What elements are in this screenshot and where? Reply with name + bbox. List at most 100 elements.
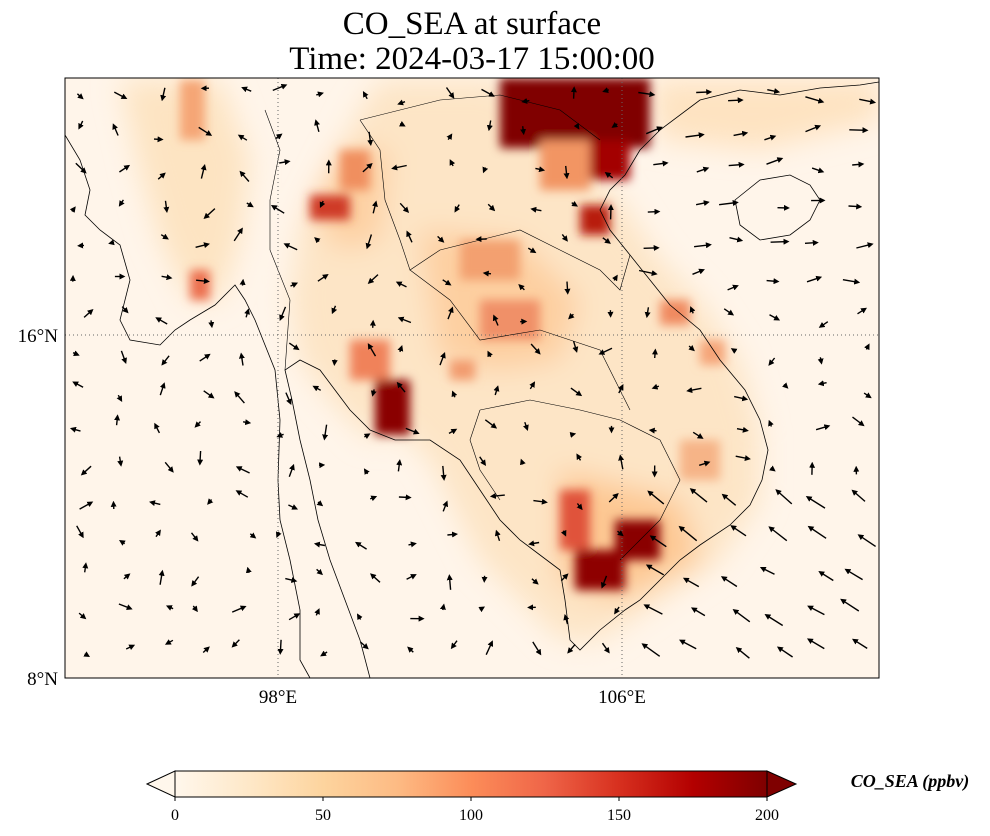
wind-arrow <box>530 206 542 213</box>
wind-arrow <box>249 532 257 539</box>
wind-arrow <box>312 385 322 392</box>
wind-arrow <box>233 227 243 242</box>
wind-arrow <box>239 170 250 182</box>
wind-arrow <box>768 419 774 427</box>
wind-arrow <box>363 468 370 475</box>
wind-arrow <box>768 526 788 542</box>
wind-arrow <box>563 165 570 180</box>
wind-arrow <box>316 500 324 507</box>
wind-arrow <box>529 381 536 390</box>
wind-arrow <box>449 159 456 167</box>
colorbar-extend-low <box>145 770 176 798</box>
wind-arrow <box>696 89 713 96</box>
wind-arrow <box>805 124 822 133</box>
wind-arrow <box>692 431 704 439</box>
wind-arrow <box>852 416 865 427</box>
hotspot-myanmar-north <box>180 80 205 140</box>
hotspot-red-river-plume <box>540 140 590 190</box>
wind-arrow <box>648 427 657 434</box>
wind-arrow <box>856 242 874 249</box>
wind-arrow <box>191 605 198 613</box>
wind-arrow <box>437 235 445 243</box>
wind-arrow <box>442 279 452 286</box>
wind-arrow <box>618 454 625 470</box>
wind-arrow <box>283 243 298 251</box>
lat-tick-label-16n: 16°N <box>18 326 59 347</box>
wind-arrow <box>478 606 486 613</box>
wind-arrow <box>399 202 410 213</box>
wind-arrow <box>113 91 128 100</box>
map-subtitle-time: Time: 2024-03-17 15:00:00 <box>289 41 655 77</box>
wind-arrow <box>485 640 494 655</box>
wind-arrow <box>482 166 489 174</box>
wind-arrow <box>564 281 571 295</box>
wind-arrow <box>313 541 326 548</box>
wind-arrow <box>396 381 406 393</box>
wind-arrow <box>363 433 371 440</box>
wind-arrow <box>272 83 288 92</box>
wind-arrow <box>76 93 84 100</box>
wind-arrow <box>535 166 546 173</box>
wind-arrow <box>405 427 420 435</box>
wind-arrow <box>200 163 207 179</box>
wind-arrow <box>246 201 254 208</box>
wind-arrow <box>234 391 245 404</box>
wind-arrow <box>563 613 570 625</box>
wind-arrow <box>487 203 496 212</box>
wind-arrow <box>288 463 295 477</box>
wind-arrow <box>288 342 300 351</box>
wind-arrow <box>638 91 656 98</box>
wind-arrow <box>322 424 329 441</box>
hotspot-central-thailand <box>375 380 410 435</box>
wind-arrow <box>643 244 660 251</box>
wind-arrow <box>484 419 498 429</box>
wind-arrow <box>775 489 793 505</box>
wind-arrow <box>678 525 698 542</box>
wind-arrow <box>231 639 240 648</box>
colorbar-gradient <box>174 770 768 798</box>
wind-arrow <box>728 97 744 104</box>
wind-arrow <box>279 159 291 166</box>
wind-arrow <box>288 504 299 510</box>
wind-arrow <box>723 308 735 316</box>
lat-tick-label-8n: 8°N <box>27 669 58 690</box>
wind-arrow <box>864 343 870 351</box>
wind-arrow <box>235 490 249 498</box>
wind-arrow <box>721 493 737 506</box>
wind-arrow <box>612 274 618 282</box>
wind-arrow <box>685 132 705 139</box>
wind-arrow <box>161 274 173 281</box>
hotspot-central-vietnam <box>660 300 690 325</box>
wind-arrow <box>69 426 81 433</box>
wind-arrow <box>720 576 738 588</box>
wind-arrow <box>769 314 781 321</box>
wind-arrow <box>482 270 492 277</box>
map-title: CO_SEA at surface <box>342 6 602 42</box>
wind-arrow <box>78 120 84 130</box>
wind-arrow <box>576 503 583 511</box>
wind-arrow <box>75 162 87 174</box>
wind-arrow <box>238 352 245 366</box>
colorbar-tick-label-100: 100 <box>459 807 483 824</box>
gridlines <box>65 78 879 678</box>
wind-arrow <box>396 459 403 472</box>
wind-arrow <box>439 352 446 366</box>
wind-arrow <box>119 540 126 546</box>
wind-arrow <box>237 134 248 141</box>
wind-arrow <box>481 88 495 97</box>
wind-arrow <box>120 350 127 364</box>
colorbar-tick-label-200: 200 <box>755 807 779 824</box>
wind-arrow <box>123 573 131 580</box>
wind-arrow <box>694 242 712 249</box>
lon-tick-label-106e: 106°E <box>598 687 646 708</box>
wind-arrow <box>406 230 413 243</box>
wind-arrow <box>397 345 404 353</box>
wind-arrow <box>331 305 338 315</box>
wind-arrow <box>367 131 374 146</box>
wind-arrow <box>852 638 868 649</box>
wind-arrow <box>285 577 298 583</box>
wind-arrow <box>288 613 301 621</box>
wind-arrow <box>734 395 749 402</box>
wind-arrow <box>518 284 525 291</box>
wind-arrow <box>447 306 454 320</box>
